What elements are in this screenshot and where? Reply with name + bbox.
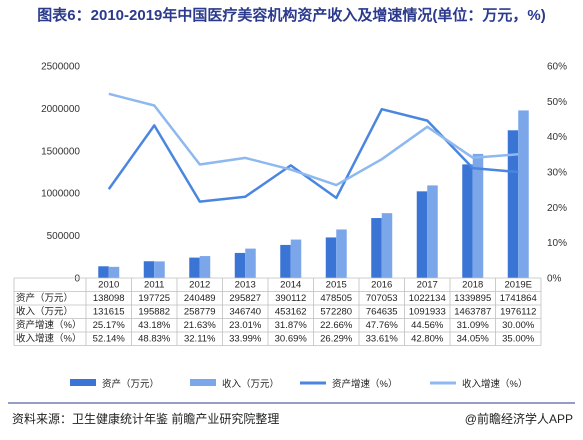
y-right-tick-label: 10% (547, 238, 567, 249)
table-cell: 31.09% (457, 320, 490, 331)
bar-assets (325, 237, 337, 278)
line-assets-growth (107, 107, 519, 203)
table-cell: 47.76% (366, 320, 399, 331)
table-cell: 26.29% (320, 334, 353, 345)
x-tick-label: 2014 (280, 280, 301, 291)
bar-assets (234, 252, 246, 278)
table-cell: 48.83% (138, 334, 171, 345)
table-cell: 1091933 (409, 307, 446, 318)
table-cell: 197725 (138, 293, 170, 304)
bar-assets (189, 257, 200, 278)
table-cell: 21.63% (184, 320, 217, 331)
y-left-tick-label: 2500000 (41, 62, 80, 73)
table-cell: 23.01% (229, 320, 262, 331)
table-row-label: 资产（万元） (16, 292, 73, 304)
line-income-growth (108, 92, 519, 187)
x-tick-label: 2018 (462, 280, 483, 291)
bar-assets (371, 218, 382, 278)
table-cell: 22.66% (320, 320, 353, 331)
table-cell: 35.00% (502, 334, 535, 345)
y-right-tick-label: 0% (547, 274, 562, 285)
table-cell: 572280 (320, 307, 352, 318)
table-cell: 131615 (93, 307, 125, 318)
y-right-tick-label: 60% (547, 62, 567, 73)
x-tick-label: 2012 (189, 280, 210, 291)
table-cell: 52.14% (93, 334, 126, 345)
table-cell: 453162 (275, 307, 307, 318)
table-cell: 195882 (138, 307, 170, 318)
bar-assets (143, 261, 155, 278)
bar-income (290, 239, 302, 278)
bar-income (108, 266, 120, 278)
bar-income (381, 213, 393, 278)
y-left-tick-label: 0 (74, 274, 80, 285)
legend-label: 资产（万元） (102, 378, 159, 390)
bar-income (245, 248, 256, 278)
bar-income (518, 110, 529, 278)
legend-swatch (70, 379, 96, 386)
table-cell: 31.87% (275, 320, 308, 331)
bar-assets (98, 266, 109, 278)
bar-assets (462, 164, 473, 278)
table-cell: 25.17% (93, 320, 126, 331)
legend-label: 收入增速（%） (462, 378, 527, 390)
y-left-tick-label: 500000 (47, 231, 81, 242)
y-right-tick-label: 30% (547, 168, 567, 179)
bar-income (154, 261, 165, 278)
table-row-label: 资产增速（%） (16, 319, 81, 331)
table-cell: 707053 (366, 293, 398, 304)
table-cell: 1022134 (409, 293, 446, 304)
table-cell: 30.00% (502, 320, 535, 331)
chart-title: 图表6：2010-2019年中国医疗美容机构资产收入及增速情况(单位：万元，%) (37, 7, 546, 24)
table-cell: 43.18% (138, 320, 171, 331)
x-tick-label: 2013 (235, 280, 256, 291)
table-row-label: 收入增速（%） (16, 333, 81, 345)
legend-label: 收入（万元） (222, 378, 279, 390)
bar-assets (280, 244, 291, 278)
table-cell: 32.11% (184, 334, 216, 345)
table-cell: 33.99% (229, 334, 262, 345)
bar-income (427, 185, 438, 278)
table-cell: 1339895 (454, 293, 491, 304)
y-left-tick-label: 1500000 (41, 146, 80, 157)
bar-income (472, 153, 484, 278)
bar-income (336, 229, 347, 278)
x-tick-label: 2011 (144, 280, 164, 291)
table-cell: 1976112 (500, 307, 536, 318)
table-cell: 30.69% (275, 334, 308, 345)
source-note: 资料来源：卫生健康统计年鉴 前瞻产业研究院整理 (12, 412, 280, 426)
brand-credit: @前瞻经济学人APP (464, 412, 573, 426)
table-cell: 42.80% (411, 334, 444, 345)
table-cell: 44.56% (411, 320, 444, 331)
y-right-tick-label: 50% (547, 97, 567, 108)
table-cell: 390112 (275, 293, 306, 304)
table-cell: 1741864 (500, 293, 537, 304)
legend-label: 资产增速（%） (332, 378, 397, 390)
bar-assets (416, 191, 428, 278)
table-row-label: 收入（万元） (16, 306, 73, 318)
y-left-tick-label: 1000000 (41, 189, 80, 200)
x-tick-label: 2016 (371, 280, 392, 291)
table-cell: 478505 (320, 293, 352, 304)
table-cell: 34.05% (457, 334, 490, 345)
table-cell: 295827 (229, 293, 261, 304)
y-left-tick-label: 2000000 (41, 104, 80, 115)
table-cell: 258779 (184, 307, 216, 318)
table-cell: 138098 (93, 293, 125, 304)
y-right-tick-label: 40% (547, 132, 567, 143)
legend-swatch (190, 379, 216, 386)
bar-assets (507, 130, 519, 278)
x-tick-label: 2010 (98, 280, 119, 291)
table-cell: 33.61% (366, 334, 399, 345)
x-tick-label: 2019E (505, 280, 532, 291)
table-cell: 346740 (229, 307, 261, 318)
x-tick-label: 2015 (326, 280, 347, 291)
table-cell: 1463787 (454, 307, 491, 318)
x-tick-label: 2017 (417, 280, 438, 291)
table-cell: 764635 (366, 307, 398, 318)
table-cell: 240489 (184, 293, 216, 304)
y-right-tick-label: 20% (547, 203, 567, 214)
bar-income (199, 256, 211, 278)
